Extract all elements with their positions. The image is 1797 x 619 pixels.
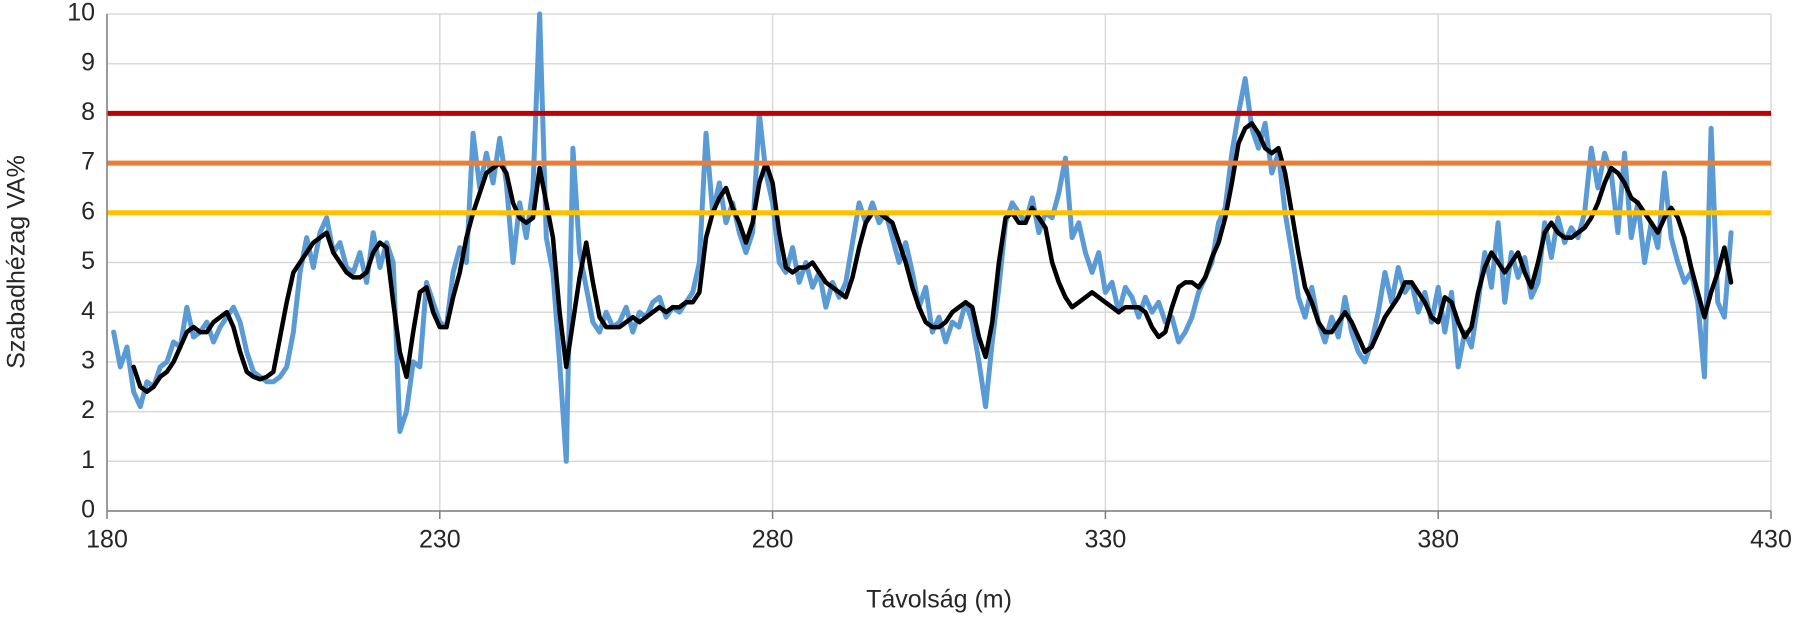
series-line — [131, 121, 1734, 394]
y-tick-label: 2 — [81, 396, 95, 424]
x-tick-label: 380 — [1417, 526, 1459, 554]
y-tick-label: 10 — [67, 0, 95, 27]
plot-area — [107, 11, 1771, 464]
y-tick-label: 5 — [81, 247, 95, 275]
y-tick-label: 8 — [81, 98, 95, 126]
y-tick-label: 4 — [81, 297, 95, 325]
y-axis-title: Szabadhézag VA% — [3, 155, 31, 369]
y-tick-label: 3 — [81, 347, 95, 375]
y-tick-label: 7 — [81, 148, 95, 176]
x-tick-label: 280 — [752, 526, 794, 554]
y-tick-label: 6 — [81, 197, 95, 225]
x-tick-label: 180 — [86, 526, 128, 554]
y-tick-label: 1 — [81, 446, 95, 474]
y-tick-label: 9 — [81, 48, 95, 76]
series-line — [111, 11, 1734, 464]
y-tick-label: 0 — [81, 496, 95, 524]
x-tick-label: 330 — [1085, 526, 1127, 554]
x-axis-title: Távolság (m) — [866, 586, 1012, 614]
x-tick-label: 430 — [1750, 526, 1792, 554]
x-tick-label: 230 — [419, 526, 461, 554]
